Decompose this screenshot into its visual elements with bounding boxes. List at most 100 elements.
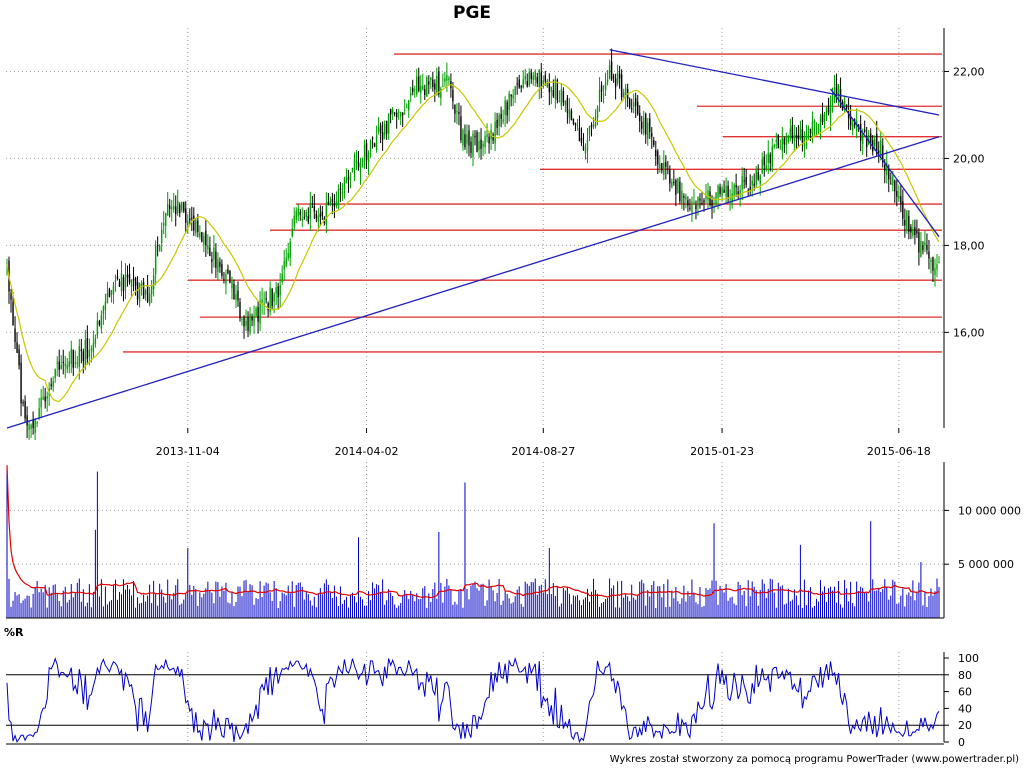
candle-body (291, 228, 293, 237)
candle-body (661, 163, 663, 171)
candle-body (912, 228, 914, 236)
candle-body (223, 279, 225, 281)
candle-body (361, 160, 364, 162)
candle-body (337, 189, 340, 207)
candle-body (169, 205, 171, 209)
williams-r-panel: %R 0 20 40 60 80 100 (4, 626, 979, 749)
support-resistance-levels (123, 53, 942, 353)
candle-body (261, 299, 263, 303)
candle-body (522, 79, 524, 88)
candle-body (669, 169, 671, 184)
candle-body (201, 232, 203, 242)
candle-body (880, 140, 882, 159)
candle-body (781, 138, 784, 151)
candle-body (150, 285, 153, 295)
candle-body (391, 108, 394, 115)
candle-body (474, 135, 476, 138)
candle-body (775, 139, 777, 142)
candle-body (217, 259, 219, 273)
candle-body (908, 216, 910, 232)
candle-body (765, 165, 767, 170)
candle-body (36, 422, 38, 424)
candle-body (412, 88, 414, 92)
candle-body (436, 76, 438, 95)
candle-body (303, 217, 305, 219)
candle-body (152, 275, 155, 290)
price-trendline (609, 49, 940, 116)
candle-body (733, 184, 735, 197)
candle-body (651, 133, 653, 137)
candle-body (624, 87, 627, 98)
candle-body (568, 109, 571, 118)
candle-body (329, 201, 332, 206)
candle-body (383, 124, 386, 136)
candle-body (805, 137, 808, 140)
candle-body (896, 190, 898, 197)
candle-body (918, 232, 920, 253)
candle-body (353, 158, 356, 171)
candle-body (902, 201, 904, 219)
candle-body (576, 124, 579, 126)
candle-body (865, 135, 868, 148)
candle-body (317, 215, 320, 222)
candle-body (610, 61, 613, 80)
candle-body (56, 362, 58, 364)
candle-body (787, 136, 790, 143)
candle-body (195, 219, 197, 234)
candle-body (74, 362, 76, 364)
candle-body (70, 348, 72, 365)
candle-body (890, 183, 892, 185)
candle-body (108, 288, 111, 297)
candle-body (884, 164, 886, 171)
candle-body (892, 176, 894, 186)
candle-body (333, 203, 336, 207)
candle-body (285, 257, 287, 266)
candle-body (271, 289, 273, 307)
candle-body (916, 231, 918, 234)
candle-body (524, 76, 526, 80)
candle-body (731, 193, 733, 203)
candle-body (452, 89, 454, 102)
candle-body (618, 73, 621, 79)
williams-r-tick-label: 0 (958, 736, 965, 749)
candle-body (365, 142, 368, 160)
candle-body (160, 229, 163, 243)
candle-body (185, 208, 187, 223)
candle-body (592, 124, 595, 127)
candle-body (562, 91, 565, 103)
candle-body (701, 202, 703, 205)
candle-body (779, 146, 782, 148)
candle-body (26, 415, 28, 426)
candle-body (488, 136, 490, 144)
candle-body (677, 178, 679, 193)
candle-body (749, 186, 751, 191)
date-axis: 2013-11-04 2014-04-02 2014-08-27 2015-01-23… (156, 428, 931, 458)
candle-body (100, 314, 103, 329)
candle-body (410, 93, 412, 96)
candle-body (116, 276, 119, 280)
candle-body (930, 259, 932, 262)
candle-body (162, 223, 165, 226)
candle-body (512, 95, 514, 99)
candle-body (514, 86, 516, 96)
candle-body (793, 134, 796, 141)
candle-body (106, 292, 109, 303)
candle-body (395, 112, 398, 118)
candle-body (614, 78, 617, 88)
candle-body (801, 129, 804, 143)
candle-body (546, 80, 549, 87)
candle-body (484, 136, 486, 148)
candle-body (835, 84, 838, 96)
candle-body (96, 320, 99, 336)
candle-body (154, 246, 157, 275)
chart-title: PGE (453, 3, 491, 23)
candle-body (799, 126, 802, 140)
candle-body (243, 316, 245, 327)
candle-body (829, 98, 832, 119)
candle-body (827, 107, 830, 114)
candle-body (632, 102, 635, 107)
candle-body (673, 181, 675, 183)
candle-body (293, 215, 295, 227)
candle-body (28, 424, 30, 431)
